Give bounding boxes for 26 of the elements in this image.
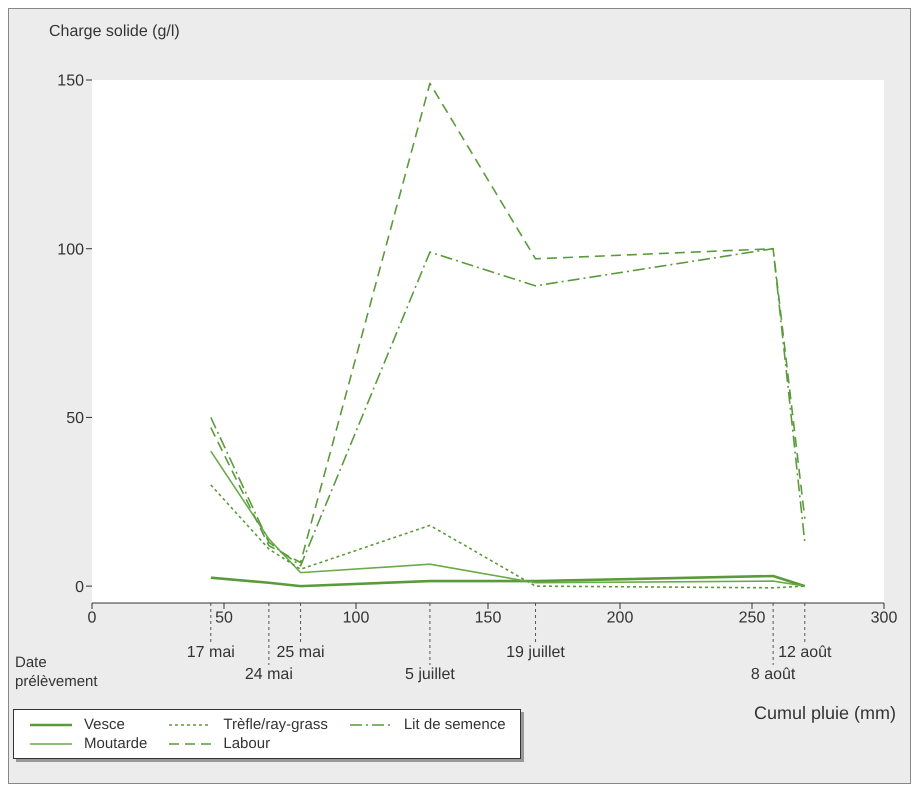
x-tick-label: 100 [342, 609, 370, 626]
legend-label: Trèfle/ray-grass [223, 716, 328, 733]
y-axis-title: Charge solide (g/l) [49, 23, 180, 41]
ref-line-label: 25 mai [276, 644, 325, 661]
ref-line-label: 8 août [750, 666, 796, 683]
ref-line-label: 5 juillet [405, 666, 456, 683]
x-tick-label: 250 [738, 609, 766, 626]
x-tick-label: 200 [606, 609, 634, 626]
text: Date prélèvement [15, 653, 99, 691]
x-tick-label: 0 [88, 609, 97, 626]
ref-line-label: 19 juillet [506, 644, 566, 661]
y-tick-label: 150 [57, 72, 84, 90]
x-axis-title: Cumul pluie (mm) [754, 703, 896, 724]
x-tick-label: 150 [474, 609, 502, 626]
legend-label: Labour [223, 735, 270, 752]
ref-line-label: 17 mai [186, 644, 235, 661]
y-tick-label: 0 [75, 578, 84, 596]
ref-line-label: 12 août [778, 644, 832, 661]
legend-label: Vesce [84, 716, 125, 733]
x-tick-label: 50 [215, 609, 233, 626]
y-tick-label: 50 [66, 410, 84, 428]
ref-line-label: 24 mai [244, 666, 293, 683]
legend-label: Lit de semence [404, 716, 506, 733]
legend-label: Moutarde [84, 735, 148, 752]
x-tick-label: 300 [870, 609, 898, 626]
y-tick-label: 100 [57, 241, 84, 258]
